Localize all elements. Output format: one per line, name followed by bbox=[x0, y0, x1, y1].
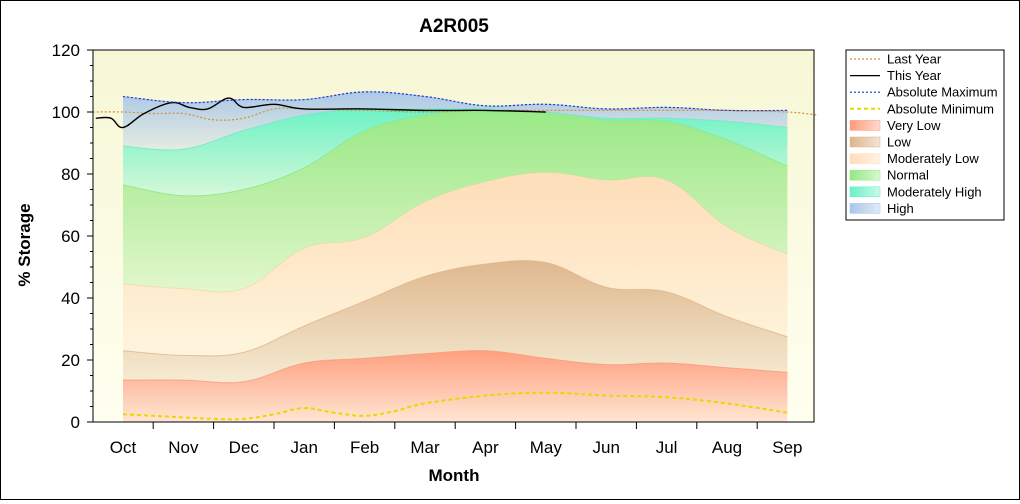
y-tick-label: 40 bbox=[61, 289, 80, 308]
series-absolute-minimum bbox=[122, 391, 788, 421]
band-moderately-low bbox=[123, 172, 788, 356]
y-tick-label: 60 bbox=[61, 227, 80, 246]
band-moderately-high bbox=[123, 108, 788, 196]
series-this-year bbox=[95, 97, 546, 129]
legend-label: High bbox=[887, 201, 914, 216]
legend-item-moderately-low: Moderately Low bbox=[849, 151, 979, 166]
legend-item-last-year: Last Year bbox=[850, 52, 942, 67]
axes: 0 20 40 60 80 100 120 Oct Nov Dec Jan Feb Mar Apr May J… bbox=[52, 41, 815, 457]
legend-item-low: Low bbox=[849, 135, 911, 150]
band-low bbox=[123, 260, 788, 383]
band-very-low bbox=[123, 350, 788, 422]
legend-item-normal: Normal bbox=[849, 168, 929, 183]
legend-item-absolute-maximum: Absolute Maximum bbox=[850, 85, 998, 100]
legend-swatch bbox=[849, 120, 881, 131]
legend-item-high: High bbox=[849, 201, 914, 216]
legend-swatch bbox=[849, 136, 881, 148]
x-tick-label: May bbox=[530, 438, 563, 457]
legend-label: Moderately High bbox=[887, 184, 982, 199]
x-tick-label: Nov bbox=[168, 438, 199, 457]
x-tick-label: Jul bbox=[656, 438, 678, 457]
legend-item-this-year: This Year bbox=[850, 68, 942, 83]
legend-item-moderately-high: Moderately High bbox=[849, 184, 982, 199]
series-last-year bbox=[92, 107, 818, 121]
legend-swatch bbox=[849, 169, 881, 181]
legend-label: Absolute Minimum bbox=[887, 101, 994, 116]
y-tick-label: 120 bbox=[52, 41, 80, 60]
x-tick-label: Apr bbox=[472, 438, 499, 457]
x-tick-label: Feb bbox=[350, 438, 379, 457]
y-tick-label: 80 bbox=[61, 165, 80, 184]
x-tick-label: Sep bbox=[772, 438, 802, 457]
legend-label: Normal bbox=[887, 168, 929, 183]
legend-label: This Year bbox=[887, 68, 942, 83]
chart-title: A2R005 bbox=[419, 16, 489, 37]
band-normal bbox=[123, 110, 788, 293]
y-tick-label: 100 bbox=[52, 103, 80, 122]
y-axis-title: % Storage bbox=[15, 203, 34, 286]
x-tick-label: Mar bbox=[410, 438, 440, 457]
x-tick-label: Oct bbox=[110, 438, 137, 457]
plot-area bbox=[92, 50, 818, 422]
legend-label: Low bbox=[887, 135, 911, 150]
legend-item-absolute-minimum: Absolute Minimum bbox=[850, 101, 994, 116]
legend-item-very-low: Very Low bbox=[849, 118, 941, 133]
y-tick-label: 20 bbox=[61, 351, 80, 370]
x-axis-title: Month bbox=[429, 466, 480, 485]
x-tick-label: Aug bbox=[712, 438, 742, 457]
legend-label: Moderately Low bbox=[887, 151, 979, 166]
legend-label: Very Low bbox=[887, 118, 941, 133]
legend-swatch bbox=[849, 203, 881, 214]
y-tick-label: 0 bbox=[71, 413, 80, 432]
legend-swatch bbox=[849, 186, 881, 198]
x-tick-label: Jan bbox=[290, 438, 317, 457]
series-absolute-maximum bbox=[122, 91, 788, 112]
x-tick-label: Dec bbox=[229, 438, 260, 457]
x-tick-label: Jun bbox=[592, 438, 619, 457]
legend-label: Absolute Maximum bbox=[887, 85, 998, 100]
legend-swatch bbox=[849, 153, 881, 164]
legend-label: Last Year bbox=[887, 52, 942, 67]
